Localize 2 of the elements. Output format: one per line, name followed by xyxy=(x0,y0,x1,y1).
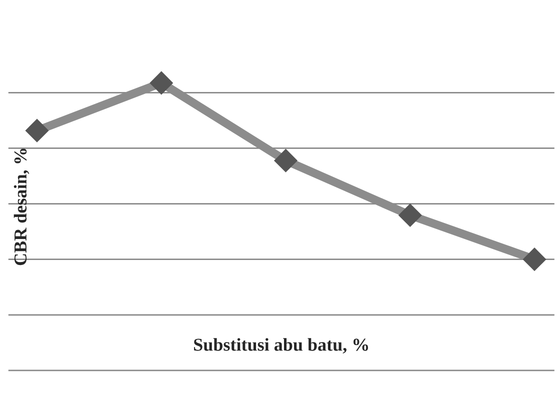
x-axis-title: Substitusi abu batu, % xyxy=(194,338,368,354)
y-axis-title: CBR desain, % xyxy=(14,148,30,266)
